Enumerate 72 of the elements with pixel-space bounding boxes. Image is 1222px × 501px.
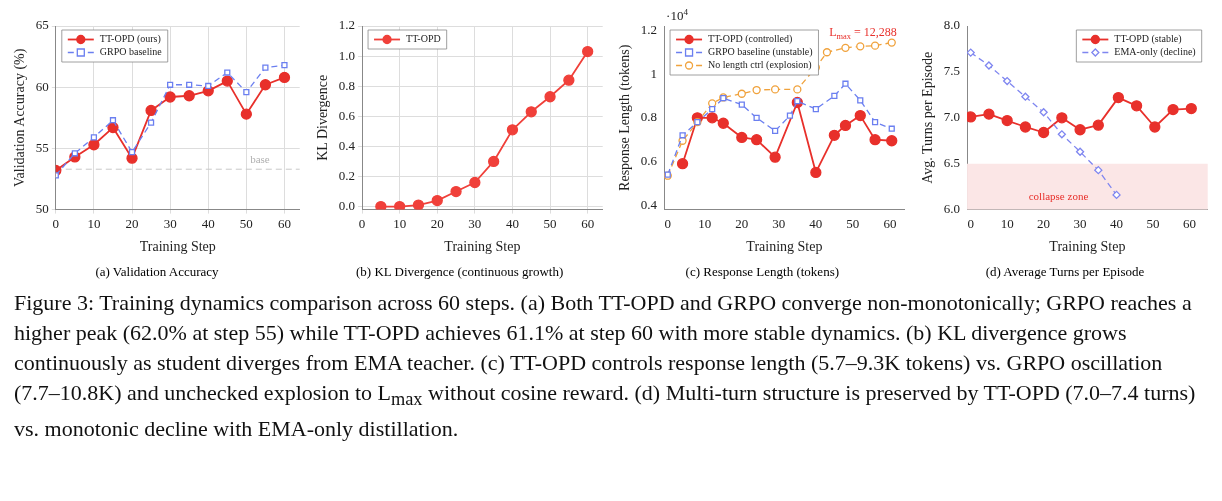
text: (c) Response Length (tokens) — [685, 264, 840, 280]
legend-label: GRPO baseline (unstable) — [708, 46, 813, 59]
y-tick-label: 0.8 — [338, 77, 355, 93]
y-tick-label: 55 — [35, 139, 49, 155]
x-tick-label: 10 — [87, 215, 101, 231]
y-tick-label: 0.4 — [338, 137, 356, 153]
y-tick-label: 0.4 — [641, 196, 658, 212]
y-tick-label: 65 — [35, 17, 49, 33]
y-axis-title: KL Divergence — [314, 74, 330, 161]
y-tick-label: 0.6 — [338, 107, 356, 123]
x-tick-label: 50 — [239, 215, 253, 231]
x-tick-label: 10 — [698, 215, 712, 231]
x-tick-label: 10 — [392, 215, 406, 231]
legend-label: TT-OPD (ours) — [99, 33, 161, 46]
x-tick-label: 0 — [358, 215, 365, 231]
band-label: collapse zone — [1028, 189, 1089, 202]
y-tick-label: 8.0 — [943, 17, 961, 33]
x-tick-label: 50 — [543, 215, 557, 231]
x-tick-label: 30 — [1073, 215, 1087, 231]
y-tick-label: 6.5 — [943, 155, 961, 171]
y-tick-label: 1 — [650, 65, 658, 81]
x-axis-title: Training Step — [746, 239, 823, 255]
x-tick-label: 60 — [1182, 215, 1196, 231]
y-tick-label: 7.0 — [943, 109, 961, 125]
x-tick-label: 60 — [277, 215, 291, 231]
ref-line-label: base — [250, 152, 270, 165]
legend-label: TT-OPD (controlled) — [708, 33, 793, 46]
x-tick-label: 0 — [967, 215, 974, 231]
x-axis-title: Training Step — [1049, 239, 1126, 255]
x-tick-label: 30 — [468, 215, 482, 231]
y-axis-title: Avg. Turns per Episode — [920, 51, 936, 184]
x-tick-label: 60 — [580, 215, 594, 231]
y-tick-label: 0.8 — [641, 109, 658, 125]
legend-label: TT-OPD (stable) — [1114, 33, 1182, 46]
x-axis-title: Training Step — [139, 239, 216, 255]
y-axis-title: Response Length (tokens) — [617, 44, 634, 191]
x-tick-label: 20 — [125, 215, 139, 231]
y-tick-label: 7.5 — [943, 63, 961, 79]
x-tick-label: 40 — [809, 215, 823, 231]
x-tick-label: 50 — [846, 215, 860, 231]
text: (b) KL Divergence (continuous growth) — [356, 264, 564, 280]
x-tick-label: 10 — [1000, 215, 1014, 231]
x-tick-label: 20 — [430, 215, 444, 231]
x-tick-label: 20 — [1037, 215, 1051, 231]
x-tick-label: 0 — [52, 215, 60, 231]
x-tick-label: 40 — [1110, 215, 1124, 231]
x-tick-label: 50 — [1146, 215, 1160, 231]
legend-label: EMA-only (decline) — [1114, 46, 1196, 59]
x-tick-label: 0 — [664, 215, 672, 231]
x-tick-label: 40 — [505, 215, 519, 231]
y-tick-label: 0.0 — [338, 198, 355, 214]
x-tick-label: 30 — [163, 215, 177, 231]
y-tick-label: 1.0 — [338, 47, 355, 63]
y-tick-label: 60 — [35, 78, 49, 94]
text: (d) Average Turns per Episode — [985, 264, 1145, 280]
y-tick-label: 0.2 — [338, 167, 355, 183]
x-axis-title: Training Step — [443, 239, 521, 255]
y-tick-label: 1.2 — [641, 21, 658, 37]
legend-label: No length ctrl (explosion) — [708, 59, 812, 72]
x-tick-label: 20 — [735, 215, 749, 231]
legend-label: GRPO baseline — [99, 46, 163, 58]
y-tick-label: 50 — [35, 201, 49, 217]
text: (a) Validation Accuracy — [95, 264, 219, 280]
x-tick-label: 40 — [201, 215, 215, 231]
x-tick-label: 30 — [772, 215, 786, 231]
x-tick-label: 60 — [883, 215, 897, 231]
y-tick-label: 0.6 — [641, 152, 658, 168]
y-axis-title: Validation Accuracy (%) — [12, 48, 29, 187]
y-tick-label: 6.0 — [943, 201, 961, 217]
y-tick-label: 1.2 — [338, 17, 355, 33]
legend-label: TT-OPD — [405, 33, 441, 45]
caption: Figure 3: Training dynamics comparison across 60 steps. (a) Both TT-OPD and GRPO converge non-monotonically; GRPO reaches a higher peak (62.0% at step 55) while TT-OPD achieves 61.1% at step 60 with more stable dynamics. (b) KL divergence grows continuously as student diverges from EMA teacher. (c) TT-OPD controls response length (5.7–9.3K tokens) vs. GRPO oscillation (7.7–10.8K) and unchecked explosion to L$_{max}$ without cosine reward. (d) Multi-turn structure is preserved by TT-OPD (7.0–7.4 turns) vs. monotonic decline with EMA-only distillation. — [14, 289, 1197, 444]
